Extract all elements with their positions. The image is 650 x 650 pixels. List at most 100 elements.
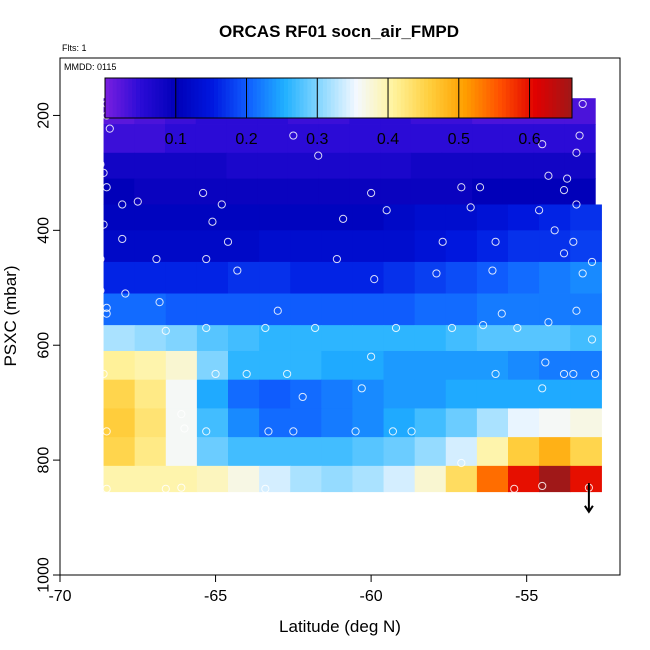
- sample-point: [587, 257, 597, 267]
- heatmap-cell-6-9: [383, 261, 416, 294]
- colorbar-segment: [385, 78, 390, 118]
- y-tick-label: 800: [36, 447, 53, 474]
- heatmap-cell-10-8: [352, 379, 385, 409]
- sample-point: [217, 200, 226, 209]
- colorbar-segment: [182, 78, 188, 118]
- heatmap-cell-2-5: [257, 152, 289, 180]
- heatmap-cell-3-8: [349, 178, 381, 205]
- colorbar-tick-label: 0.6: [518, 131, 540, 148]
- colorbar-segment: [505, 78, 511, 118]
- heatmap-cell-2-13: [502, 152, 535, 180]
- colorbar-segment: [451, 78, 456, 118]
- heatmap-cell-4-12: [476, 204, 509, 231]
- colorbar-segment: [338, 78, 343, 118]
- heatmap-cell-13-11: [445, 465, 478, 493]
- sample-point: [466, 203, 475, 212]
- sample-point: [569, 369, 578, 379]
- heatmap-cell-12-5: [259, 437, 291, 467]
- colorbar-segment: [311, 78, 316, 118]
- heatmap-cell-4-13: [508, 204, 540, 231]
- sample-point: [457, 458, 466, 468]
- sample-point: [438, 237, 447, 246]
- heatmap-cell-2-7: [318, 152, 350, 180]
- heatmap-cell-9-15: [570, 350, 602, 381]
- heatmap-cell-4-3: [196, 204, 229, 231]
- colorbar-segment: [163, 78, 168, 118]
- colorbar-tick-label: 0.5: [448, 131, 470, 148]
- heatmap-cell-1-12: [472, 124, 504, 154]
- heatmap-cell-13-2: [165, 465, 198, 493]
- heatmap-cell-8-14: [539, 325, 571, 352]
- x-axis: -70 -65 -60 -55: [48, 575, 538, 605]
- colorbar-segment: [237, 78, 242, 118]
- heatmap-cell-7-8: [352, 293, 385, 326]
- heatmap-cell-4-8: [352, 204, 385, 231]
- heatmap-cell-2-0: [103, 152, 135, 180]
- colorbar-segment: [350, 78, 355, 118]
- colorbar-segment: [303, 78, 308, 118]
- heatmap-cell-10-4: [228, 379, 260, 409]
- heatmap-cell-5-6: [290, 230, 322, 263]
- colorbar-segment: [466, 78, 472, 118]
- sample-point: [202, 427, 211, 436]
- colorbar-segment: [498, 78, 503, 118]
- heatmap-cell-6-14: [539, 261, 571, 294]
- sample-point: [311, 323, 320, 333]
- heatmap-cell-9-0: [103, 350, 136, 381]
- sample-point: [432, 269, 441, 278]
- heatmap-cell-9-6: [290, 350, 322, 381]
- heatmap-cell-13-8: [352, 465, 385, 493]
- heatmap-cell-7-12: [476, 293, 509, 326]
- colorbar-segment: [147, 78, 153, 118]
- heatmap-cell-6-0: [103, 261, 136, 294]
- heatmap-cell-2-14: [533, 152, 565, 180]
- colorbar-segment: [443, 78, 448, 118]
- sample-point: [118, 200, 127, 209]
- heatmap-cell-10-5: [259, 379, 291, 409]
- heatmap-cell-13-5: [259, 465, 291, 493]
- heatmap-cell-2-1: [134, 152, 166, 180]
- heatmap-cell-5-0: [103, 230, 136, 263]
- heatmap-cell-5-4: [228, 230, 260, 263]
- heatmap-cell-8-2: [165, 325, 198, 352]
- sample-point: [488, 266, 497, 275]
- colorbar-tick-label: 0.1: [165, 131, 187, 148]
- colorbar-segment: [260, 78, 266, 118]
- heatmap-cell-11-14: [539, 408, 571, 438]
- sample-point: [559, 249, 569, 258]
- heatmap-cell-9-10: [414, 350, 447, 381]
- colorbar-segment: [202, 78, 207, 118]
- heatmap-cell-4-2: [165, 204, 198, 231]
- colorbar-segment: [533, 78, 538, 118]
- sample-point: [391, 323, 401, 333]
- x-tick-label: -70: [48, 588, 71, 605]
- colorbar-segment: [159, 78, 164, 118]
- heatmap-cell-10-15: [570, 379, 602, 409]
- heatmap-cell-1-8: [349, 124, 381, 154]
- heatmap-cell-1-14: [533, 124, 565, 154]
- heatmap-cell-5-13: [508, 230, 540, 263]
- colorbar-segment: [105, 78, 110, 118]
- heatmap-cell-3-10: [410, 178, 443, 205]
- heatmap-cell-8-13: [508, 325, 540, 352]
- heatmap-cell-11-5: [259, 408, 291, 438]
- sample-point: [261, 323, 270, 333]
- heatmap-cell-1-15: [564, 124, 596, 154]
- colorbar-segment: [346, 78, 351, 118]
- direction-arrow: [584, 483, 594, 514]
- heatmap-cell-7-7: [321, 293, 354, 326]
- sample-point: [497, 309, 506, 318]
- sample-point: [538, 140, 547, 149]
- heatmap-cell-10-2: [165, 379, 198, 409]
- heatmap-cell-1-3: [195, 124, 228, 154]
- sample-point: [569, 237, 578, 246]
- heatmap-cell-9-11: [445, 350, 478, 381]
- heatmap-cell-10-6: [290, 379, 322, 409]
- heatmap-cell-1-9: [380, 124, 412, 154]
- heatmap-cell-7-11: [445, 293, 478, 326]
- heatmap-cell-3-13: [502, 178, 535, 205]
- heatmap-cell-9-2: [165, 350, 198, 381]
- x-tick-label: -60: [360, 588, 383, 605]
- sample-point: [199, 188, 208, 198]
- heatmap-cell-10-12: [476, 379, 509, 409]
